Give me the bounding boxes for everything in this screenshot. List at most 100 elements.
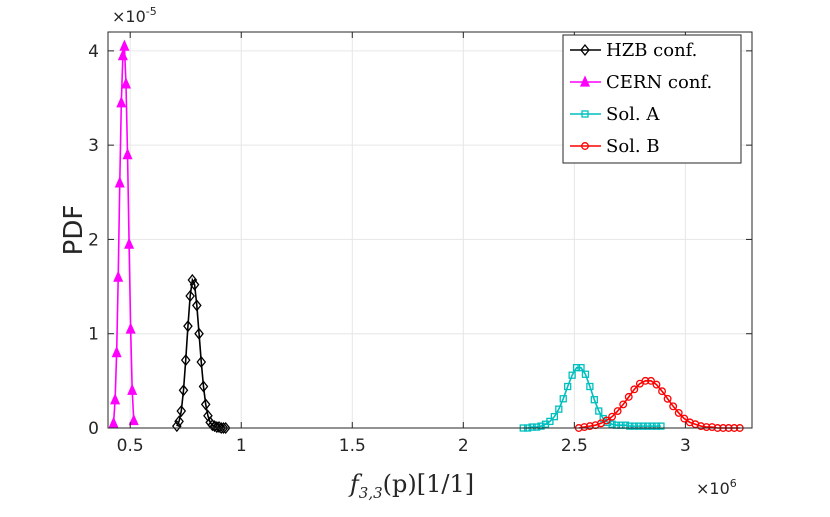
data-point <box>114 176 125 188</box>
legend-item: HZB conf. <box>570 40 697 61</box>
data-point <box>602 416 611 425</box>
y-axis-label: PDF <box>59 205 89 256</box>
data-point <box>630 385 639 394</box>
legend-marker <box>579 75 591 87</box>
data-point <box>220 421 231 435</box>
x-axis-label-subscript: 3,3 <box>359 484 383 502</box>
legend: HZB conf. CERN conf. Sol. A Sol. B <box>562 34 742 164</box>
data-point <box>216 421 227 435</box>
data-point <box>708 423 716 432</box>
x-exponent-base: ×10 <box>696 479 730 498</box>
data-point <box>657 422 665 430</box>
series-sol-a <box>519 364 665 432</box>
data-point <box>702 423 711 432</box>
x-tick-label: 1.5 <box>339 436 366 456</box>
data-point <box>127 383 138 395</box>
x-tick-label: 2 <box>458 436 469 456</box>
data-point <box>568 371 576 379</box>
data-point <box>643 422 652 430</box>
data-point <box>185 289 195 303</box>
data-point <box>626 422 634 430</box>
y-tick-label: 0 <box>88 419 99 439</box>
x-tick-label: 0.5 <box>117 436 144 456</box>
x-tick-label: 1 <box>236 436 247 456</box>
legend-label: HZB conf. <box>606 40 697 61</box>
data-point <box>572 364 581 372</box>
legend-label: CERN conf. <box>606 72 712 93</box>
data-point <box>680 414 689 423</box>
data-point <box>581 370 590 378</box>
data-point <box>696 422 705 431</box>
data-point <box>189 278 200 291</box>
data-point <box>218 421 229 435</box>
data-point <box>200 398 211 411</box>
data-point <box>187 273 198 287</box>
data-point <box>577 364 585 372</box>
data-point <box>564 382 572 391</box>
legend-box <box>562 34 742 164</box>
data-point <box>117 48 128 61</box>
x-tick-label: 3 <box>680 436 691 456</box>
data-point <box>113 270 124 282</box>
data-point <box>590 396 598 404</box>
data-point <box>194 327 204 340</box>
data-point <box>198 380 209 393</box>
y-tick-label: 1 <box>88 325 99 345</box>
data-point <box>172 420 182 433</box>
data-point <box>586 382 594 391</box>
data-point <box>528 423 536 431</box>
x-axis-label-argument: (p)[1/1] <box>383 470 474 498</box>
data-point <box>585 422 594 431</box>
y-exponent-power: -5 <box>146 5 157 18</box>
data-point <box>595 407 603 415</box>
data-point <box>125 322 136 334</box>
axis-ticks: 0.5 1 1.5 2 2.5 3 0 1 2 3 4 <box>88 32 752 456</box>
data-point <box>652 422 661 430</box>
data-point <box>110 393 121 405</box>
data-point <box>639 422 647 430</box>
y-exponent-base: ×10 <box>112 7 146 26</box>
data-point <box>648 422 656 430</box>
legend-marker <box>581 142 589 150</box>
data-point <box>647 376 655 385</box>
legend-item: Sol. A <box>570 104 660 125</box>
data-point <box>108 416 119 428</box>
y-tick-label: 2 <box>88 230 99 250</box>
data-point <box>674 408 683 417</box>
data-point <box>116 96 127 108</box>
data-point <box>178 384 189 397</box>
data-point <box>635 422 643 430</box>
data-point <box>124 237 135 249</box>
data-point <box>120 77 131 89</box>
legend-item: CERN conf. <box>570 72 712 93</box>
series-cern-conf <box>108 39 139 428</box>
y-axis-exponent: ×10-5 <box>112 5 157 26</box>
x-axis-exponent: ×106 <box>696 477 737 498</box>
legend-marker <box>580 43 590 57</box>
data-point <box>658 387 667 396</box>
data-point <box>532 423 541 431</box>
data-point <box>196 355 207 369</box>
legend-marker <box>581 110 589 118</box>
data-point <box>619 400 628 409</box>
data-point <box>191 299 202 312</box>
data-point <box>111 345 122 358</box>
data-point <box>546 417 554 426</box>
data-point <box>174 415 184 428</box>
data-point <box>630 422 638 430</box>
data-point <box>555 405 563 413</box>
data-point <box>550 413 559 421</box>
data-point <box>669 402 678 411</box>
series-line <box>578 380 740 429</box>
series-hzb-conf <box>172 273 231 435</box>
data-point <box>624 392 633 401</box>
axes-frame <box>107 31 753 429</box>
legend-label: Sol. B <box>606 136 660 157</box>
data-point <box>652 380 661 389</box>
x-exponent-power: 6 <box>730 477 737 490</box>
data-point <box>580 423 589 432</box>
data-point <box>537 422 545 430</box>
series-line <box>523 366 661 429</box>
data-point <box>122 147 133 160</box>
data-point <box>608 420 616 428</box>
